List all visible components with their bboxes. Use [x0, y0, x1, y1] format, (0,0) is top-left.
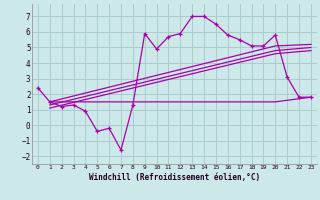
- X-axis label: Windchill (Refroidissement éolien,°C): Windchill (Refroidissement éolien,°C): [89, 173, 260, 182]
